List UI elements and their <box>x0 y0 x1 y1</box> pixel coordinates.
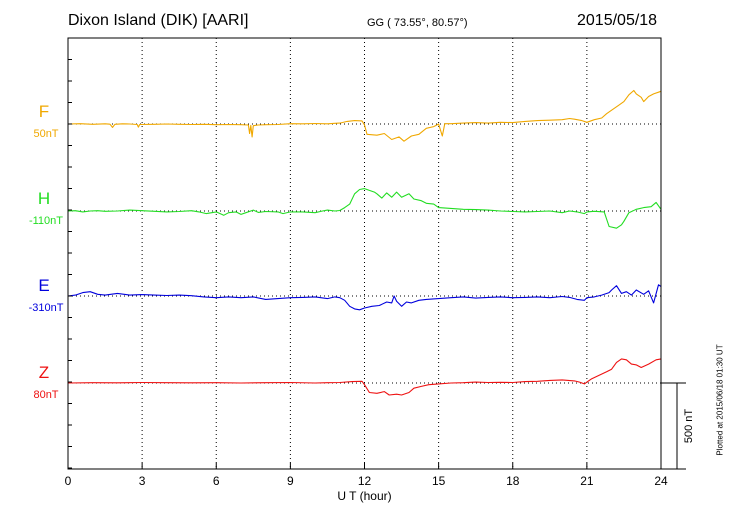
series-name-e: E <box>38 276 49 295</box>
x-tick-label: 18 <box>506 474 520 488</box>
series-name-f: F <box>39 102 49 121</box>
geographic-coordinates: GG ( 73.55°, 80.57°) <box>367 17 468 29</box>
trace-h <box>67 188 662 229</box>
trace-e <box>67 284 662 311</box>
scale-bar-label: 500 nT <box>683 409 695 444</box>
x-tick-label: 24 <box>654 474 668 488</box>
series-name-h: H <box>38 189 50 208</box>
x-tick-label: 9 <box>287 474 294 488</box>
series-baseline-f: 50nT <box>33 128 58 140</box>
x-tick-label: 12 <box>358 474 372 488</box>
series-name-z: Z <box>39 363 49 382</box>
plotted-timestamp: Plotted at 2015/06/18 01:30 UT <box>715 344 725 456</box>
scale-bar: 500 nT <box>661 382 695 470</box>
x-tick-label: 15 <box>432 474 446 488</box>
trace-f <box>67 89 662 142</box>
axis-ticks <box>67 37 662 469</box>
series-labels: F 50nT H -110nT E -310nT Z 80nT <box>29 102 64 401</box>
data-traces <box>67 89 662 396</box>
series-baseline-z: 80nT <box>33 389 58 401</box>
x-tick-label: 6 <box>213 474 220 488</box>
grid-lines <box>141 38 588 469</box>
x-axis-title: U T (hour) <box>337 489 391 503</box>
observation-date: 2015/05/18 <box>577 12 658 29</box>
series-baseline-h: -110nT <box>29 215 63 227</box>
station-name: Dixon Island (DIK) [AARI] <box>68 12 249 29</box>
axis-labels: 0 3 6 9 12 15 18 21 24 U T (hour) <box>65 474 668 503</box>
series-baseline-e: -310nT <box>29 302 64 314</box>
x-tick-label: 21 <box>580 474 594 488</box>
x-tick-label: 3 <box>139 474 146 488</box>
trace-z <box>67 358 662 396</box>
x-tick-label: 0 <box>65 474 72 488</box>
